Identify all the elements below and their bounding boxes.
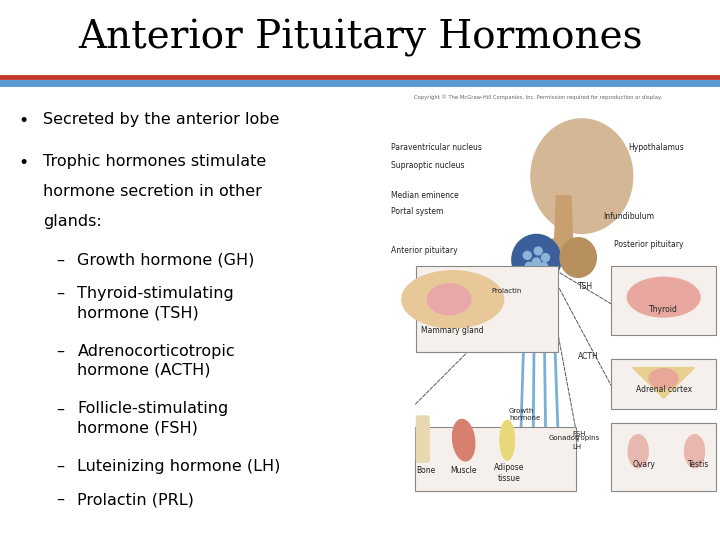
Point bbox=[550, 276, 559, 283]
Ellipse shape bbox=[500, 420, 515, 460]
Ellipse shape bbox=[523, 252, 531, 259]
Line: 2 pts: 2 pts bbox=[415, 285, 534, 405]
Ellipse shape bbox=[532, 258, 541, 266]
Text: Follicle-stimulating
hormone (FSH): Follicle-stimulating hormone (FSH) bbox=[78, 401, 229, 436]
Text: Ovary: Ovary bbox=[632, 460, 655, 469]
Point bbox=[530, 281, 539, 288]
Point bbox=[574, 439, 582, 446]
FancyBboxPatch shape bbox=[416, 416, 429, 462]
Ellipse shape bbox=[525, 262, 533, 271]
Point bbox=[528, 485, 537, 492]
Text: Median eminence: Median eminence bbox=[391, 191, 459, 200]
Ellipse shape bbox=[512, 234, 561, 285]
Text: Testis: Testis bbox=[688, 460, 709, 469]
Text: –: – bbox=[56, 343, 64, 359]
Polygon shape bbox=[554, 196, 572, 244]
Line: 2 pts: 2 pts bbox=[533, 285, 534, 489]
Text: –: – bbox=[56, 286, 64, 301]
Text: Gonadotropins: Gonadotropins bbox=[549, 435, 600, 441]
Text: Hypothalamus: Hypothalamus bbox=[628, 143, 684, 152]
Text: Secreted by the anterior lobe: Secreted by the anterior lobe bbox=[43, 112, 279, 127]
Point bbox=[556, 269, 564, 276]
Point bbox=[539, 281, 548, 288]
FancyBboxPatch shape bbox=[611, 423, 716, 491]
Text: LH: LH bbox=[572, 444, 582, 450]
Ellipse shape bbox=[685, 435, 705, 468]
Point bbox=[515, 485, 523, 492]
Text: Adrenocorticotropic
hormone (ACTH): Adrenocorticotropic hormone (ACTH) bbox=[78, 343, 235, 378]
Line: 2 pts: 2 pts bbox=[416, 285, 523, 308]
Text: Bone: Bone bbox=[416, 467, 435, 476]
Ellipse shape bbox=[402, 271, 504, 328]
FancyBboxPatch shape bbox=[611, 266, 716, 335]
Polygon shape bbox=[633, 368, 695, 399]
Text: Prolactin: Prolactin bbox=[491, 287, 521, 294]
Line: 2 pts: 2 pts bbox=[554, 280, 611, 385]
Point bbox=[519, 281, 528, 288]
Text: Posterior pituitary: Posterior pituitary bbox=[614, 240, 684, 249]
Text: Anterior pituitary: Anterior pituitary bbox=[391, 246, 458, 255]
Text: –: – bbox=[56, 459, 64, 474]
Text: Thyroid: Thyroid bbox=[649, 305, 678, 314]
Text: Supraoptic nucleus: Supraoptic nucleus bbox=[391, 160, 464, 170]
Text: ACTH: ACTH bbox=[578, 352, 599, 361]
Text: glands:: glands: bbox=[43, 214, 102, 230]
Text: Mammary gland: Mammary gland bbox=[421, 326, 484, 335]
Text: Paraventricular nucleus: Paraventricular nucleus bbox=[391, 143, 482, 152]
Text: FSH: FSH bbox=[572, 430, 586, 436]
Ellipse shape bbox=[541, 254, 549, 261]
Ellipse shape bbox=[649, 369, 678, 388]
Text: Infundibulum: Infundibulum bbox=[603, 212, 654, 221]
Point bbox=[606, 300, 615, 307]
Text: hormone secretion in other: hormone secretion in other bbox=[43, 184, 262, 199]
Ellipse shape bbox=[531, 119, 633, 233]
FancyBboxPatch shape bbox=[415, 427, 577, 491]
Point bbox=[521, 281, 530, 288]
Line: 2 pts: 2 pts bbox=[553, 285, 560, 489]
Ellipse shape bbox=[627, 278, 700, 317]
Point bbox=[606, 382, 615, 388]
Text: Luteinizing hormone (LH): Luteinizing hormone (LH) bbox=[78, 459, 281, 474]
Text: Muscle: Muscle bbox=[451, 467, 477, 476]
Text: Thyroid-stimulating
hormone (TSH): Thyroid-stimulating hormone (TSH) bbox=[78, 286, 234, 320]
Line: 2 pts: 2 pts bbox=[519, 285, 526, 489]
FancyBboxPatch shape bbox=[611, 359, 716, 409]
Text: Adipose
tissue: Adipose tissue bbox=[494, 463, 524, 483]
Point bbox=[549, 281, 557, 288]
Point bbox=[530, 281, 539, 288]
Ellipse shape bbox=[540, 262, 548, 271]
Text: •: • bbox=[18, 112, 29, 130]
Point bbox=[542, 485, 551, 492]
Text: TSH: TSH bbox=[578, 282, 593, 291]
Text: –: – bbox=[56, 492, 64, 507]
Point bbox=[410, 402, 419, 408]
Line: 2 pts: 2 pts bbox=[544, 285, 546, 489]
Line: 2 pts: 2 pts bbox=[560, 273, 611, 303]
Point bbox=[556, 485, 564, 492]
Text: Portal system: Portal system bbox=[391, 207, 444, 216]
Ellipse shape bbox=[427, 284, 471, 315]
Text: –: – bbox=[56, 401, 64, 416]
Text: Adrenal cortex: Adrenal cortex bbox=[636, 385, 692, 394]
Text: Growth hormone (GH): Growth hormone (GH) bbox=[78, 253, 255, 268]
Ellipse shape bbox=[547, 237, 580, 256]
Text: Growth
hormone: Growth hormone bbox=[509, 408, 541, 421]
FancyBboxPatch shape bbox=[416, 266, 558, 352]
Point bbox=[545, 283, 554, 289]
Text: •: • bbox=[18, 153, 29, 172]
Text: Anterior Pituitary Hormones: Anterior Pituitary Hormones bbox=[78, 18, 642, 57]
Ellipse shape bbox=[628, 435, 648, 468]
Text: –: – bbox=[56, 253, 64, 268]
Text: Copyright © The McGraw-Hill Companies, Inc. Permission required for reproduction: Copyright © The McGraw-Hill Companies, I… bbox=[414, 94, 662, 100]
Point bbox=[412, 305, 420, 312]
Ellipse shape bbox=[534, 247, 542, 255]
Text: Trophic hormones stimulate: Trophic hormones stimulate bbox=[43, 153, 266, 168]
Line: 2 pts: 2 pts bbox=[549, 286, 578, 442]
Text: Prolactin (PRL): Prolactin (PRL) bbox=[78, 492, 194, 507]
Ellipse shape bbox=[560, 238, 596, 278]
Ellipse shape bbox=[452, 420, 474, 461]
